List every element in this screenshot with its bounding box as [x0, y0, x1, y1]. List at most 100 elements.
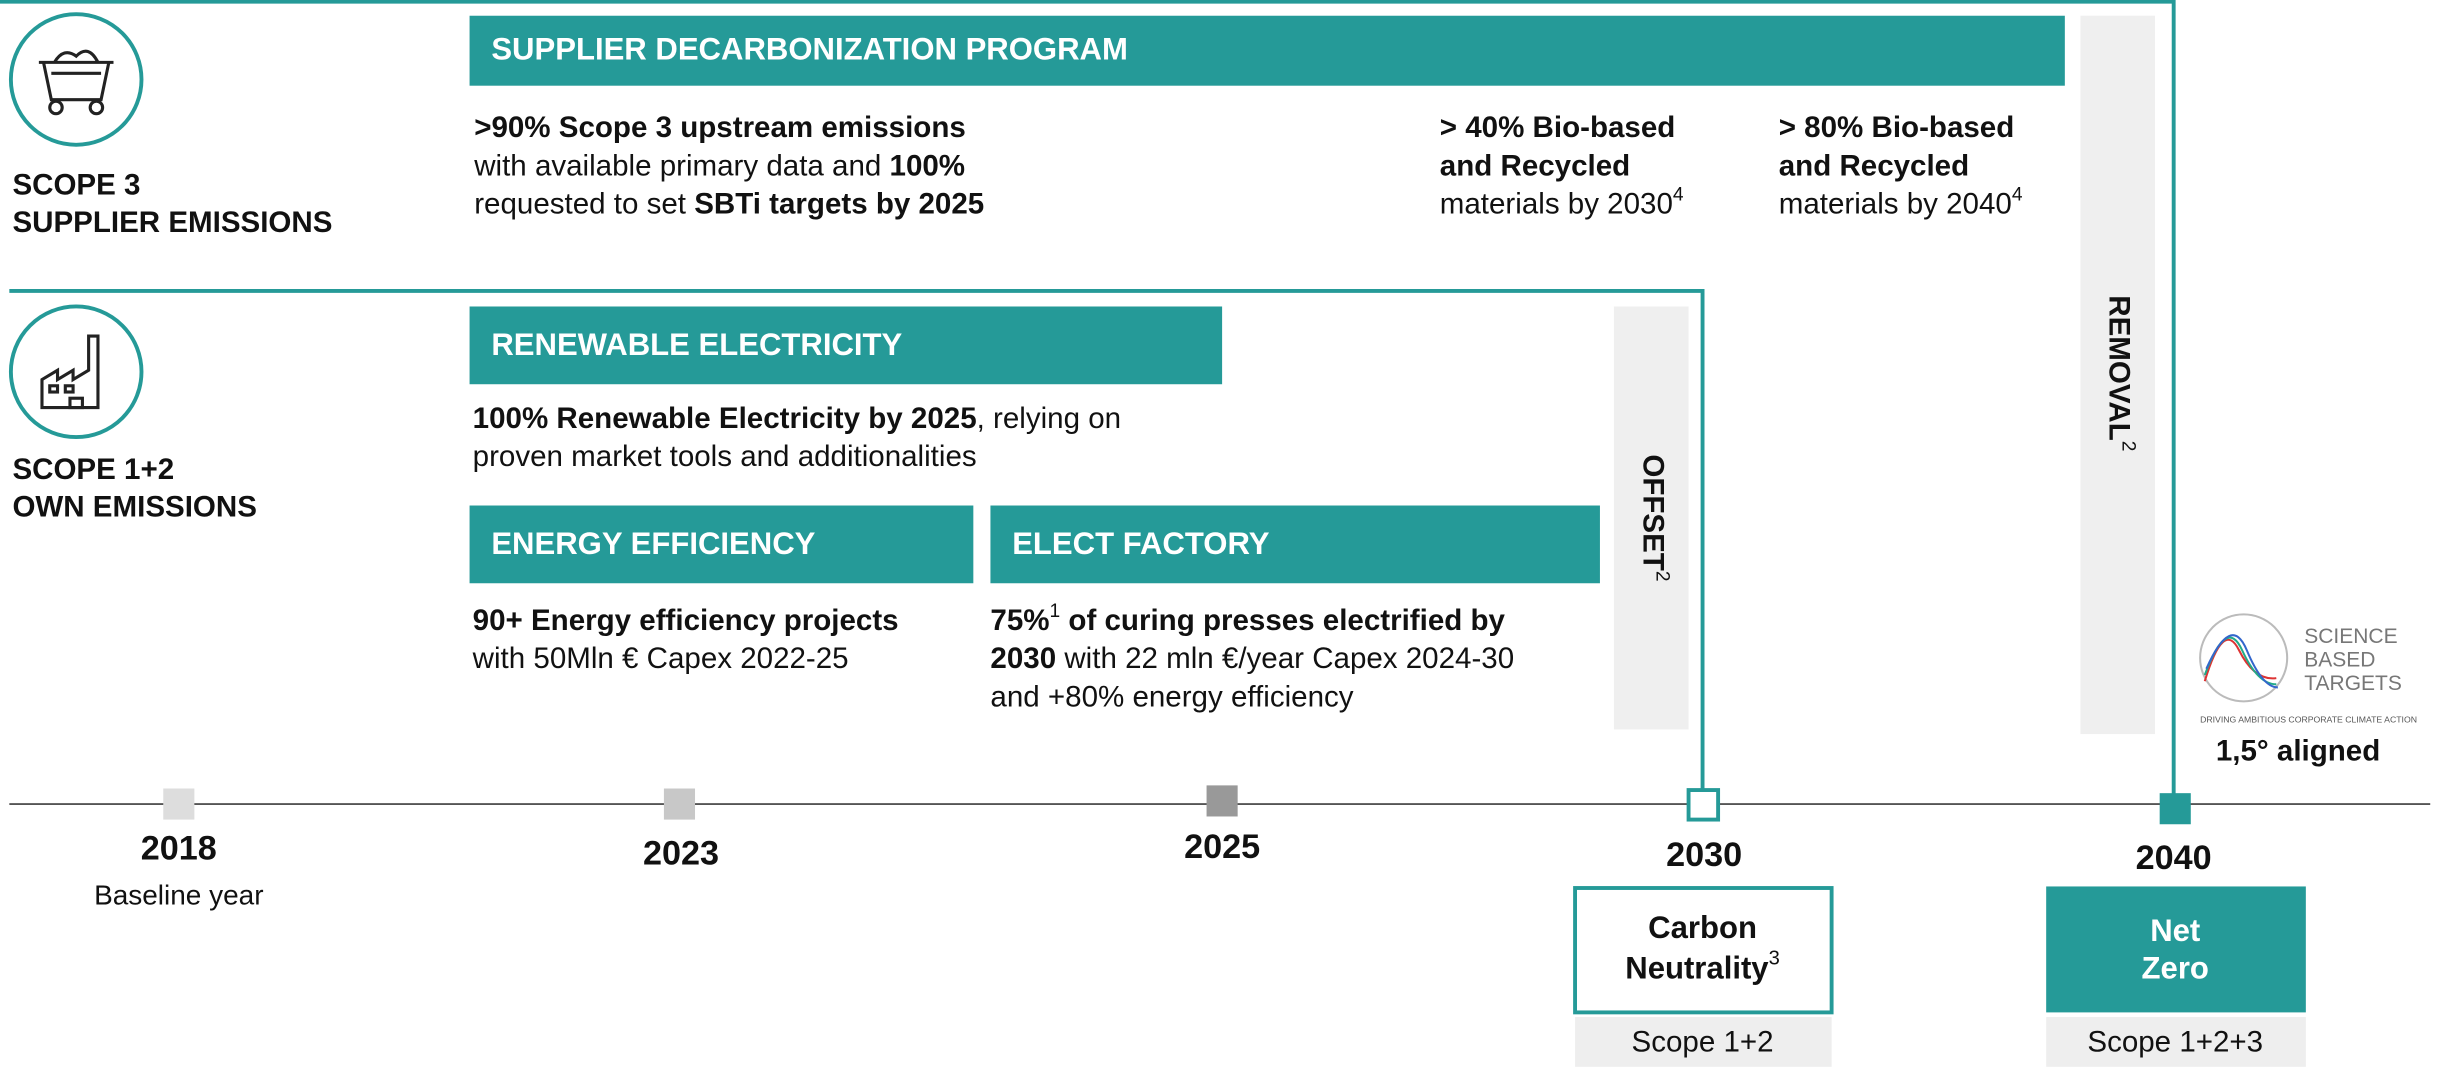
paragraph-line: materials by 20404 — [1779, 184, 2023, 220]
scope-caption: Scope 1+2+3 — [2087, 1025, 2263, 1058]
text-run: 100% — [890, 149, 966, 182]
cart-icon — [38, 49, 114, 116]
net-zero-title: Zero — [2142, 951, 2209, 986]
text-run: with available primary data and — [473, 149, 889, 182]
paragraph-line: > 40% Bio-based — [1440, 111, 1676, 144]
sbt-logo-text: BASED — [2304, 649, 2375, 672]
paragraph-line: 90+ Energy efficiency projects — [473, 604, 899, 637]
superscript: 1 — [1050, 601, 1061, 622]
sbt-logo-text: SCIENCE — [2304, 625, 2397, 648]
net-zero-title: Net — [2150, 913, 2200, 948]
banner — [469, 15, 2065, 86]
text-run: Neutrality — [1625, 951, 1769, 986]
paragraph-line: and +80% energy efficiency — [990, 680, 1353, 713]
paragraph-line: 100% Renewable Electricity by 2025, rely… — [473, 402, 1121, 435]
year-label: 2018 — [141, 830, 217, 868]
superscript: 4 — [2012, 184, 2023, 205]
icon-circle — [8, 304, 144, 440]
banner — [469, 306, 1223, 385]
text-run: OFFSET — [1636, 454, 1669, 570]
banner-title: ELECT FACTORY — [1012, 526, 1270, 561]
scope-box — [1575, 1017, 1832, 1067]
sbt-aligned: 1,5° aligned — [2216, 735, 2380, 768]
milestone-marker — [1686, 788, 1721, 822]
scope-caption: Scope 1+2 — [1632, 1025, 1774, 1058]
removal-label: REMOVAL2 — [2103, 295, 2139, 451]
offset-label: OFFSET2 — [1636, 454, 1672, 581]
offset-bar — [1613, 306, 1689, 730]
banner-title: SUPPLIER DECARBONIZATION PROGRAM — [491, 32, 1128, 67]
scope-label: SCOPE 1+2 — [12, 453, 174, 486]
net-zero-box — [2046, 886, 2306, 1013]
scope-box — [2046, 1017, 2306, 1067]
text-run: 100% Renewable Electricity by 2025 — [473, 402, 977, 435]
text-run: REMOVAL — [2103, 295, 2136, 440]
text-run: > 40% Bio-based — [1440, 111, 1676, 144]
superscript: 2 — [1652, 571, 1673, 582]
text-run: proven market tools and additionalities — [473, 440, 977, 473]
banner-title: ENERGY EFFICIENCY — [491, 526, 815, 561]
text-run: with 50Mln € Capex 2022-25 — [472, 642, 849, 675]
factory-icon — [40, 334, 100, 410]
superscript: 4 — [1673, 184, 1684, 205]
text-run: SBTi targets by 2025 — [694, 187, 984, 220]
removal-bar — [2080, 15, 2156, 735]
superscript: 3 — [1769, 948, 1780, 970]
year-label: 2030 — [1666, 836, 1742, 874]
superscript: 2 — [2118, 441, 2139, 452]
carbon-neutrality-box — [1573, 886, 1834, 1015]
paragraph-line: and Recycled — [1440, 149, 1630, 182]
milestone-title: Carbon — [1648, 910, 1757, 945]
paragraph-line: > 80% Bio-based — [1779, 111, 2015, 144]
banner — [990, 505, 1600, 584]
sbt-logo-text: TARGETS — [2304, 672, 2402, 695]
text-run: materials by 2030 — [1440, 187, 1673, 220]
scope-label: SCOPE 3 — [12, 169, 140, 202]
text-run: with 22 mln €/year Capex 2024-30 — [1056, 642, 1514, 675]
text-run: 2030 — [990, 642, 1056, 675]
year-label: 2023 — [643, 834, 719, 872]
milestone-marker — [1206, 785, 1238, 817]
text-run: and Recycled — [1779, 149, 1969, 182]
scope3-line — [0, 0, 2176, 797]
milestone-title: Neutrality3 — [1625, 948, 1780, 986]
sbt-tagline: DRIVING AMBITIOUS CORPORATE CLIMATE ACTI… — [2200, 714, 2417, 724]
milestone-marker — [163, 788, 195, 820]
text-run: 90+ Energy efficiency projects — [473, 604, 899, 637]
text-run: Zero — [2142, 951, 2209, 986]
year-label: 2040 — [2136, 839, 2212, 877]
year-note: Baseline year — [94, 880, 263, 911]
paragraph-line: materials by 20304 — [1440, 184, 1684, 220]
milestone-marker — [663, 788, 696, 820]
milestone-marker — [2159, 793, 2191, 825]
year-label: 2025 — [1184, 828, 1260, 866]
text-run: of curing presses electrified by — [1060, 604, 1505, 637]
layout — [0, 0, 2176, 797]
paragraph-line: requested to set SBTi targets by 2025 — [474, 187, 984, 220]
paragraph-line: and Recycled — [1779, 149, 1969, 182]
paragraph-line: with 50Mln € Capex 2022-25 — [472, 642, 849, 675]
text-run: materials by 2040 — [1779, 187, 2012, 220]
text-run: 75% — [990, 604, 1049, 637]
text-run: requested to set — [474, 187, 694, 220]
text-run: and +80% energy efficiency — [990, 680, 1353, 713]
paragraph-line: 2030 with 22 mln €/year Capex 2024-30 — [990, 642, 1514, 675]
text-run: Carbon — [1648, 910, 1757, 945]
sbt-logo — [2199, 613, 2289, 703]
paragraph-line: proven market tools and additionalities — [473, 440, 977, 473]
scope12-line — [9, 289, 1705, 792]
scope-label: SUPPLIER EMISSIONS — [12, 206, 332, 239]
text-run: , relying on — [977, 402, 1121, 435]
paragraph-line: >90% Scope 3 upstream emissions — [474, 111, 966, 144]
banner — [469, 505, 974, 584]
scope-label: OWN EMISSIONS — [12, 490, 256, 523]
text-run: > 80% Bio-based — [1779, 111, 2015, 144]
text-run: Net — [2150, 913, 2200, 948]
text-run: and Recycled — [1440, 149, 1630, 182]
text-run: >90% Scope 3 upstream emissions — [474, 111, 966, 144]
banner-title: RENEWABLE ELECTRICITY — [491, 327, 902, 362]
paragraph-line: with available primary data and 100% — [473, 149, 965, 182]
icon-circle — [8, 12, 144, 147]
paragraph-line: 75%1 of curing presses electrified by — [990, 601, 1505, 637]
